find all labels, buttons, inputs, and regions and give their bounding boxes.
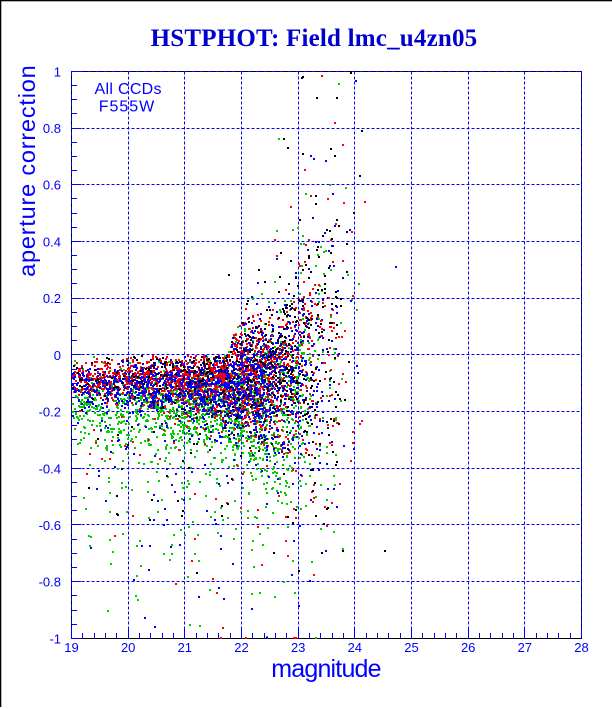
- svg-text:F555W: F555W: [99, 99, 156, 116]
- svg-text:-1: -1: [49, 631, 61, 646]
- svg-text:0.2: 0.2: [43, 291, 61, 306]
- svg-text:24: 24: [348, 640, 362, 655]
- svg-text:23: 23: [291, 640, 305, 655]
- svg-text:-0.6: -0.6: [39, 518, 61, 533]
- svg-text:0: 0: [54, 348, 61, 363]
- svg-text:19: 19: [64, 640, 78, 655]
- svg-text:0.6: 0.6: [43, 178, 61, 193]
- svg-text:-0.4: -0.4: [39, 461, 61, 476]
- svg-text:20: 20: [121, 640, 135, 655]
- svg-text:-0.2: -0.2: [39, 405, 61, 420]
- svg-text:28: 28: [574, 640, 588, 655]
- svg-text:magnitude: magnitude: [271, 655, 381, 683]
- svg-text:25: 25: [404, 640, 418, 655]
- svg-text:1: 1: [54, 64, 61, 79]
- svg-text:0.4: 0.4: [43, 234, 61, 249]
- svg-text:aperture correction: aperture correction: [14, 64, 40, 276]
- svg-text:27: 27: [518, 640, 532, 655]
- svg-text:All CCDs: All CCDs: [95, 81, 162, 98]
- svg-text:HSTPHOT: Field lmc_u4zn05: HSTPHOT: Field lmc_u4zn05: [151, 25, 478, 52]
- svg-text:26: 26: [461, 640, 475, 655]
- svg-text:22: 22: [234, 640, 248, 655]
- svg-text:-0.8: -0.8: [39, 575, 61, 590]
- svg-text:21: 21: [178, 640, 192, 655]
- svg-text:0.8: 0.8: [43, 121, 61, 136]
